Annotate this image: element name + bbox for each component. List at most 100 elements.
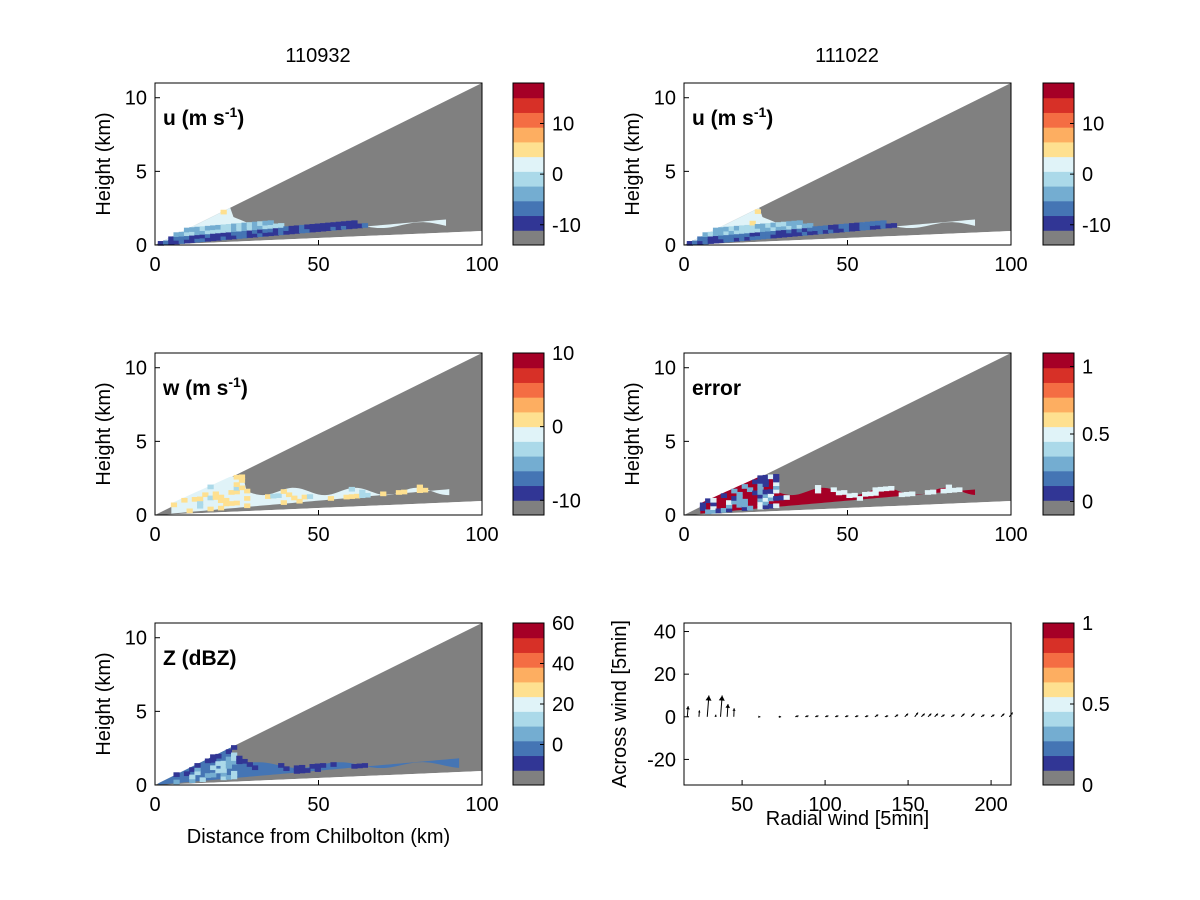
column-titles: 110932 111022 bbox=[285, 45, 879, 67]
data-cell bbox=[194, 766, 201, 772]
data-cell bbox=[726, 500, 733, 505]
colorbar-swatch bbox=[1043, 470, 1074, 487]
data-cell bbox=[181, 497, 188, 503]
data-cell bbox=[204, 225, 212, 231]
data-cell bbox=[775, 229, 782, 235]
colorbar-swatch bbox=[513, 456, 544, 472]
colorbar-swatch bbox=[1043, 397, 1074, 413]
data-cell bbox=[257, 224, 264, 230]
data-cell bbox=[841, 490, 848, 495]
panel-variable-label: Z (dBZ) bbox=[163, 647, 236, 670]
data-cell bbox=[380, 491, 387, 497]
data-cell bbox=[225, 749, 233, 754]
data-cell bbox=[283, 766, 290, 772]
data-cell bbox=[262, 224, 269, 230]
data-cell bbox=[780, 229, 788, 234]
colorbar-swatch bbox=[1043, 726, 1074, 742]
panel-w-left: 0 50 100 0 5 10 Height (km) w (m s-1) bbox=[93, 352, 499, 546]
colorbar-swatch bbox=[1043, 353, 1074, 369]
data-cell bbox=[940, 488, 947, 494]
data-cell bbox=[251, 229, 259, 234]
data-cell bbox=[197, 503, 204, 509]
y-tick-label: 0 bbox=[665, 707, 676, 729]
data-cell bbox=[833, 224, 840, 230]
x-axis-label: Radial wind [5min] bbox=[766, 808, 929, 830]
data-cell bbox=[875, 220, 882, 226]
data-cell bbox=[207, 506, 214, 512]
data-cell bbox=[178, 231, 185, 237]
data-cell bbox=[880, 224, 887, 229]
data-cell bbox=[210, 758, 217, 763]
data-cell bbox=[712, 238, 720, 244]
data-cell bbox=[765, 234, 772, 239]
colorbar-frame bbox=[1042, 82, 1075, 246]
data-cell bbox=[726, 507, 733, 513]
data-cell bbox=[757, 501, 764, 506]
data-cell bbox=[236, 226, 243, 232]
wind-arrow-head bbox=[758, 715, 761, 718]
data-cell bbox=[718, 238, 725, 243]
data-cell bbox=[767, 496, 775, 502]
data-cell bbox=[228, 501, 235, 506]
data-cell bbox=[741, 502, 748, 508]
data-cell bbox=[783, 495, 790, 500]
data-cell bbox=[199, 229, 206, 235]
data-cell bbox=[854, 222, 861, 228]
data-cell bbox=[319, 223, 327, 228]
data-cell bbox=[807, 230, 814, 236]
data-cell bbox=[767, 489, 775, 494]
x-tick-label: 0 bbox=[149, 524, 160, 546]
data-cell bbox=[346, 224, 353, 230]
data-cell bbox=[220, 768, 227, 773]
wind-arrow-head bbox=[856, 715, 859, 718]
x-tick-label: 100 bbox=[465, 524, 498, 546]
colorbar-swatch bbox=[513, 726, 544, 742]
data-cell bbox=[877, 486, 884, 492]
wind-arrow-head bbox=[972, 713, 975, 716]
data-cell bbox=[739, 232, 746, 238]
colorbar-swatch bbox=[513, 156, 544, 172]
data-cell bbox=[762, 500, 769, 506]
wind-arrow-head bbox=[942, 714, 945, 717]
data-cell bbox=[945, 488, 952, 493]
colorbar-swatch bbox=[1043, 97, 1074, 113]
y-axis-label: Height (km) bbox=[93, 382, 115, 485]
data-cell bbox=[231, 230, 238, 236]
data-cell bbox=[293, 765, 301, 771]
data-cell bbox=[251, 232, 259, 238]
data-cell bbox=[692, 240, 699, 246]
data-cell bbox=[309, 224, 316, 229]
colorbar-swatch bbox=[513, 637, 544, 653]
data-cell bbox=[715, 508, 722, 514]
data-cell bbox=[220, 235, 227, 241]
wind-arrow-head bbox=[846, 715, 849, 718]
x-tick-label: 150 bbox=[891, 794, 924, 816]
data-cell bbox=[194, 237, 201, 243]
data-cell bbox=[267, 227, 274, 233]
data-cell bbox=[718, 234, 725, 240]
colorbar-swatch bbox=[1043, 83, 1074, 99]
data-cell bbox=[741, 506, 748, 511]
data-cell bbox=[697, 240, 704, 245]
wind-arrow-head bbox=[796, 715, 799, 718]
colorbar-swatch bbox=[1043, 755, 1074, 771]
data-cell bbox=[817, 225, 824, 231]
data-cell bbox=[275, 493, 282, 499]
axes-frame bbox=[683, 622, 1012, 786]
colorbar-tick-label: 1 bbox=[1082, 357, 1093, 379]
colorbar-swatch bbox=[1043, 171, 1074, 187]
data-cell bbox=[278, 226, 285, 232]
data-cell bbox=[225, 231, 233, 237]
panel-variable-label: u (m s-1) bbox=[163, 104, 244, 130]
colorbar-swatch bbox=[1043, 681, 1074, 698]
data-cell bbox=[885, 223, 892, 229]
data-cell bbox=[319, 763, 327, 768]
colorbar-tick-label: 0 bbox=[552, 164, 563, 186]
data-cell bbox=[702, 235, 709, 241]
colorbar-swatch bbox=[513, 97, 544, 113]
data-cell bbox=[233, 474, 240, 480]
data-cell bbox=[278, 763, 285, 768]
x-tick-label: 0 bbox=[149, 254, 160, 276]
wind-arrow-head bbox=[875, 714, 879, 717]
panel-variable-label-end: ) bbox=[766, 107, 773, 130]
